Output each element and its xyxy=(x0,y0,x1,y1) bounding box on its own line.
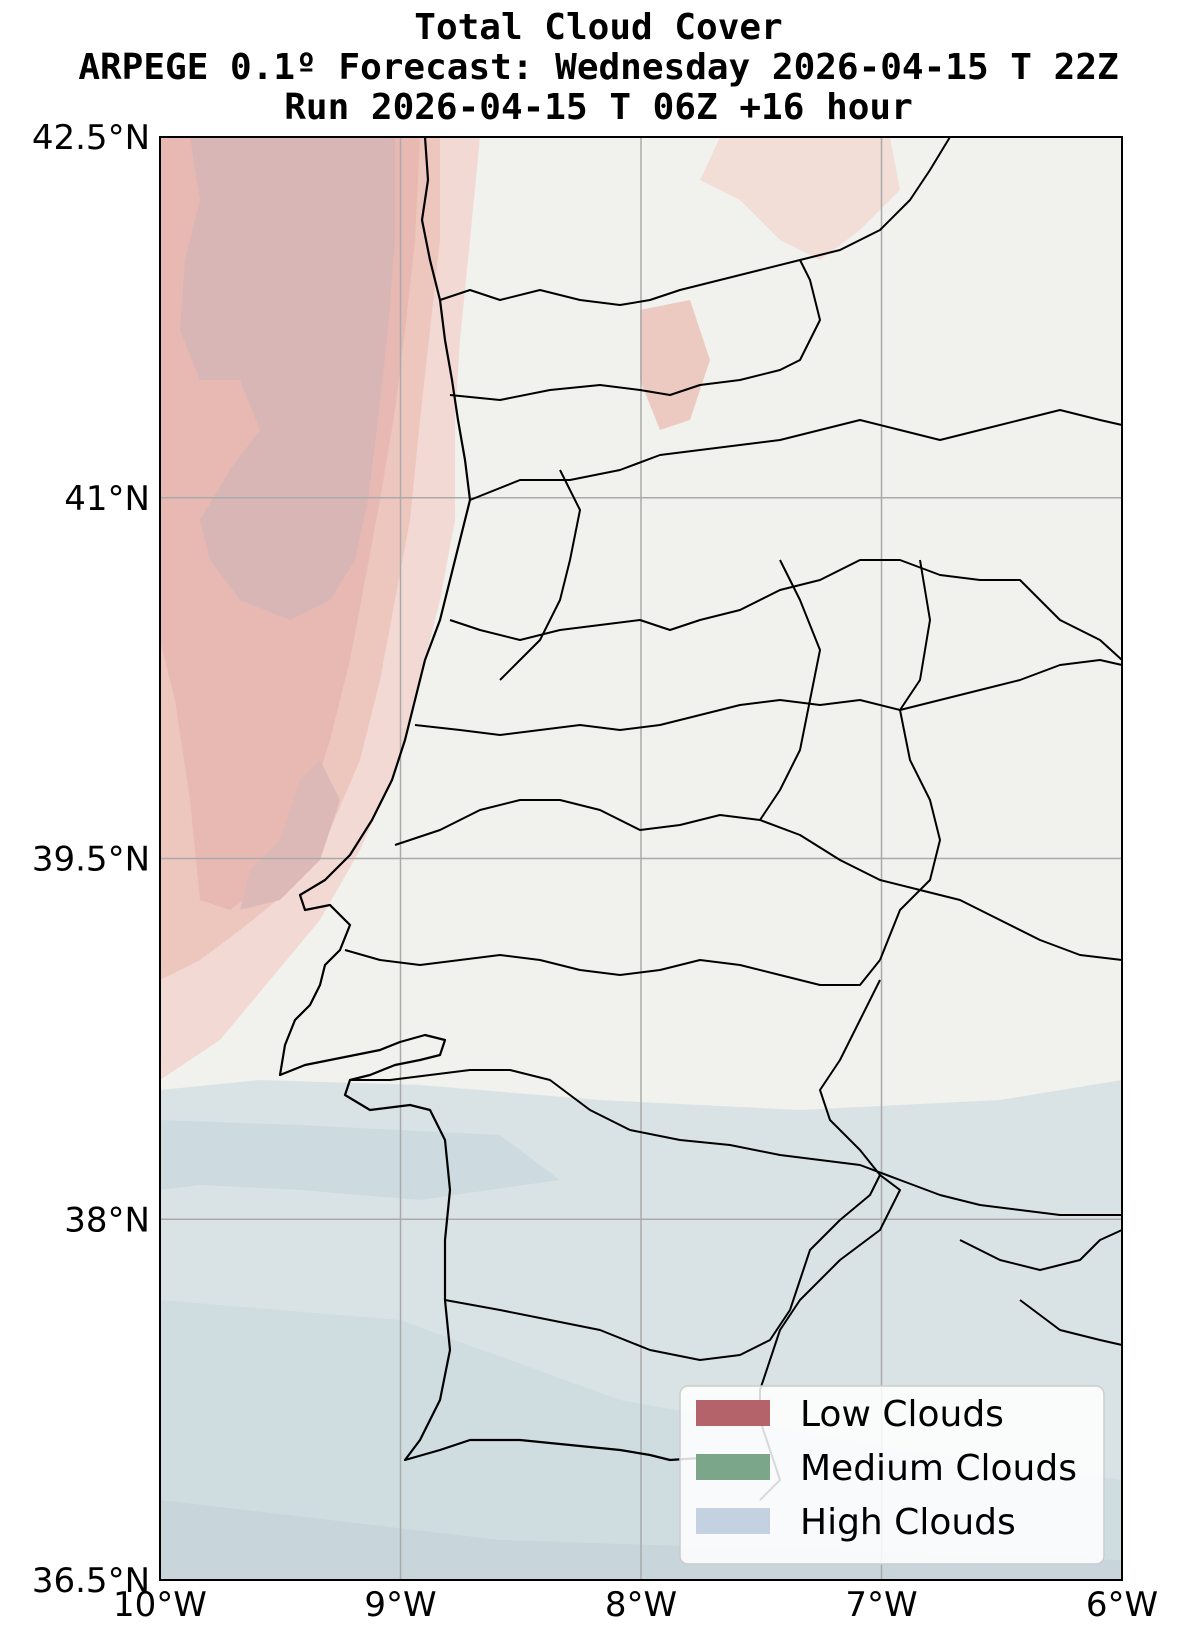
legend-label: High Clouds xyxy=(800,1502,1016,1543)
district-border-12 xyxy=(1019,1299,1123,1346)
map-title: Total Cloud Cover xyxy=(414,7,783,48)
y-tick-label: 41°N xyxy=(64,479,150,519)
legend: Low Clouds Medium Clouds High Clouds xyxy=(679,1385,1105,1565)
legend-swatch xyxy=(696,1508,770,1534)
district-border-6 xyxy=(344,949,881,986)
x-tick-label: 6°W xyxy=(1086,1585,1158,1625)
district-border-9 xyxy=(499,469,581,681)
y-axis-ticks: 42.5°N 41°N 39.5°N 38°N 36.5°N xyxy=(32,118,150,1601)
district-border-11 xyxy=(879,559,941,961)
legend-label: Low Clouds xyxy=(800,1394,1004,1435)
district-border-1 xyxy=(449,259,821,401)
legend-swatch xyxy=(696,1454,770,1480)
low-cloud-field-dense xyxy=(180,137,395,620)
y-tick-label: 39.5°N xyxy=(32,840,150,880)
map-subtitle-forecast: ARPEGE 0.1º Forecast: Wednesday 2026-04-… xyxy=(78,47,1119,88)
x-tick-label: 8°W xyxy=(605,1585,677,1625)
axes-frame xyxy=(159,136,1123,1581)
low-cloud-field-ne xyxy=(700,137,900,260)
legend-swatch xyxy=(696,1400,770,1426)
district-border-4 xyxy=(414,659,1123,736)
y-tick-label: 36.5°N xyxy=(32,1561,150,1601)
low-cloud-field-inland-spot xyxy=(640,300,710,430)
district-border-7 xyxy=(350,1069,1122,1216)
district-border-13 xyxy=(959,1229,1123,1271)
low-cloud-field-dense-south xyxy=(240,760,340,910)
district-border-2 xyxy=(469,409,1123,501)
title-block: Total Cloud Cover ARPEGE 0.1º Forecast: … xyxy=(0,8,1197,128)
x-tick-label: 10°W xyxy=(113,1585,207,1625)
district-border-10 xyxy=(759,559,821,821)
legend-box xyxy=(679,1385,1105,1565)
y-tick-label: 38°N xyxy=(64,1200,150,1240)
spain-portugal-border-north xyxy=(439,136,951,306)
x-axis-ticks: 10°W 9°W 8°W 7°W 6°W xyxy=(113,1585,1158,1625)
x-tick-label: 7°W xyxy=(845,1585,917,1625)
iberian-coastline xyxy=(278,136,721,1462)
legend-label: Medium Clouds xyxy=(800,1448,1077,1489)
map-coastline-borders xyxy=(278,136,1123,1501)
y-tick-label: 42.5°N xyxy=(32,118,150,158)
district-border-3 xyxy=(449,559,1123,661)
district-border-8 xyxy=(444,1174,881,1361)
high-cloud-field-dense xyxy=(160,1120,560,1200)
x-tick-label: 9°W xyxy=(364,1585,436,1625)
map-subtitle-run: Run 2026-04-15 T 06Z +16 hour xyxy=(284,87,913,128)
